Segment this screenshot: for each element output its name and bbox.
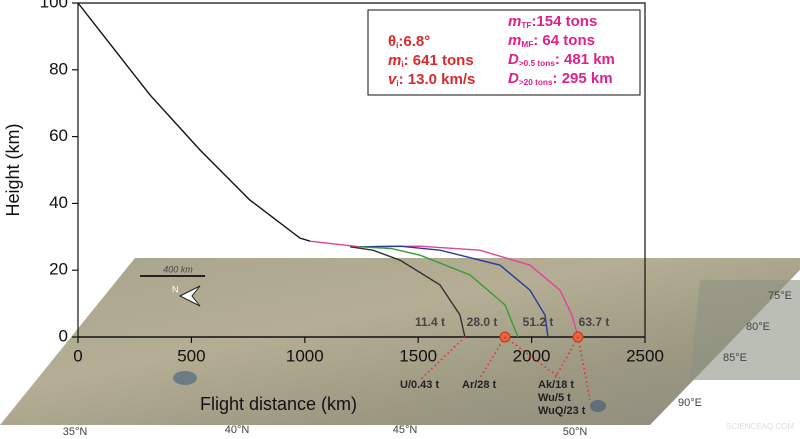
param-symbol: D — [508, 70, 519, 87]
param: θi:6.8° — [388, 33, 430, 50]
meteorite-label: Ar/28 t — [462, 379, 497, 391]
latitude-label: 40°N — [225, 424, 250, 436]
param-sub: >0.5 tons — [519, 59, 555, 68]
longitude-label: 90°E — [678, 397, 702, 409]
y-tick-label: 100 — [40, 0, 68, 11]
watermark: SCIENCEAQ.COM — [726, 422, 794, 431]
latitude-label: 50°N — [563, 426, 588, 438]
mass-label: 11.4 t — [415, 315, 445, 329]
latitude-label: 35°N — [63, 426, 88, 438]
fall-line — [419, 336, 466, 381]
y-tick-label: 0 — [59, 326, 68, 345]
scale-label: 400 km — [163, 264, 193, 274]
param: D>20 tons: 295 km — [508, 70, 613, 87]
fall-line — [554, 336, 579, 379]
trajectory — [77, 2, 311, 242]
latitude-label: 45°N — [393, 424, 418, 436]
lake — [590, 400, 606, 412]
meteorite-label: Wu/5 t — [538, 392, 571, 404]
param-value: : 641 tons — [404, 52, 474, 69]
param-symbol: m — [388, 52, 401, 69]
param-sub: i — [396, 41, 398, 50]
lake — [173, 371, 197, 385]
longitude-label: 75°E — [768, 290, 792, 302]
x-tick-label: 1000 — [286, 346, 324, 365]
param-symbol: θ — [388, 33, 396, 50]
trajectory — [350, 246, 466, 338]
y-tick-label: 20 — [49, 260, 68, 279]
param: mMF: 64 tons — [508, 32, 595, 49]
longitude-label: 85°E — [723, 352, 747, 364]
x-tick-label: 0 — [73, 346, 82, 365]
param-sub: i — [401, 60, 403, 69]
trajectory — [359, 245, 549, 338]
x-tick-label: 500 — [177, 346, 205, 365]
param-box — [367, 9, 641, 96]
mass-label: 51.2 t — [523, 315, 554, 329]
param-symbol: v — [388, 71, 398, 88]
param-sub: i — [396, 79, 398, 88]
y-tick-label: 80 — [49, 59, 68, 78]
param-value: :154 tons — [531, 13, 597, 30]
plot-frame — [77, 2, 646, 337]
param: mi: 641 tons — [388, 52, 474, 69]
param-sub: >20 tons — [519, 78, 553, 87]
param-symbol: D — [508, 51, 519, 68]
param: vi: 13.0 km/s — [388, 71, 475, 88]
north-arrow — [178, 285, 201, 307]
mass-label: 28.0 t — [467, 315, 498, 329]
param-sub: MF — [521, 40, 533, 49]
y-axis-label: Height (km) — [3, 123, 23, 216]
north-label: N — [172, 284, 179, 294]
longitude-label: 80°E — [746, 321, 770, 333]
y-tick-label: 60 — [49, 126, 68, 145]
y-tick-label: 40 — [49, 193, 68, 212]
mass-label: 63.7 t — [579, 315, 610, 329]
param-symbol: m — [508, 32, 521, 49]
map — [0, 258, 800, 425]
param-value: :6.8° — [398, 33, 430, 50]
meteorite-label: WuQ/23 t — [538, 405, 586, 417]
map-region — [690, 280, 800, 380]
param-value: : 13.0 km/s — [399, 71, 476, 88]
param-symbol: m — [508, 13, 521, 30]
param-value: : 481 km — [555, 51, 615, 68]
param-value: : 64 tons — [533, 32, 595, 49]
x-tick-label: 2500 — [626, 346, 664, 365]
param: mTF:154 tons — [508, 13, 597, 30]
trajectory — [359, 246, 519, 338]
param-sub: TF — [521, 21, 531, 30]
x-axis-label: Flight distance (km) — [200, 394, 357, 414]
x-tick-label: 1500 — [399, 346, 437, 365]
meteorite-label: U/0.43 t — [400, 379, 439, 391]
meteorite-label: Ak/18 t — [538, 379, 574, 391]
param: D>0.5 tons: 481 km — [508, 51, 615, 68]
param-value: : 295 km — [553, 70, 613, 87]
fall-line — [577, 336, 591, 401]
